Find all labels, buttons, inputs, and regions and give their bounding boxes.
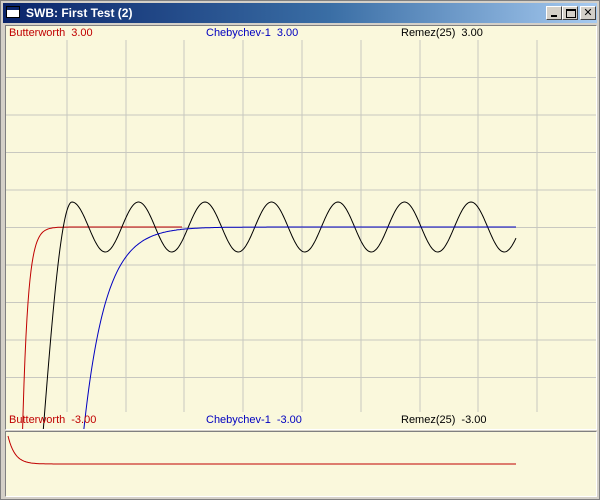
response-plot-pane: Butterworth 3.00 Chebychev-1 3.00 Remez(25… <box>5 25 597 430</box>
chebychev-bottom-label: Chebychev-1 -3.00 <box>206 414 302 426</box>
maximize-icon <box>563 7 577 19</box>
response-plot <box>6 40 596 429</box>
minimize-icon <box>547 7 561 19</box>
remez-bottom-label: Remez(25) -3.00 <box>401 414 487 426</box>
chebychev-curve <box>83 226 516 429</box>
window-title: SWB: First Test (2) <box>26 6 133 20</box>
butterworth-top-label: Butterworth 3.00 <box>9 27 93 39</box>
remez-curve <box>42 201 517 429</box>
butterworth-secondary-curve <box>7 435 516 465</box>
chebychev-top-label: Chebychev-1 3.00 <box>206 27 299 39</box>
title-bar[interactable]: SWB: First Test (2) ✕ <box>3 3 597 23</box>
close-icon: ✕ <box>583 6 593 19</box>
butterworth-bottom-label: Butterworth -3.00 <box>9 414 97 426</box>
secondary-plot-pane <box>5 431 597 497</box>
maximize-button[interactable] <box>562 6 578 20</box>
minimize-button[interactable] <box>546 6 562 20</box>
plot-grid <box>6 40 596 412</box>
remez-top-label: Remez(25) 3.00 <box>401 27 483 39</box>
close-button[interactable]: ✕ <box>580 6 596 20</box>
secondary-plot <box>7 435 516 465</box>
window-icon[interactable] <box>6 6 20 18</box>
